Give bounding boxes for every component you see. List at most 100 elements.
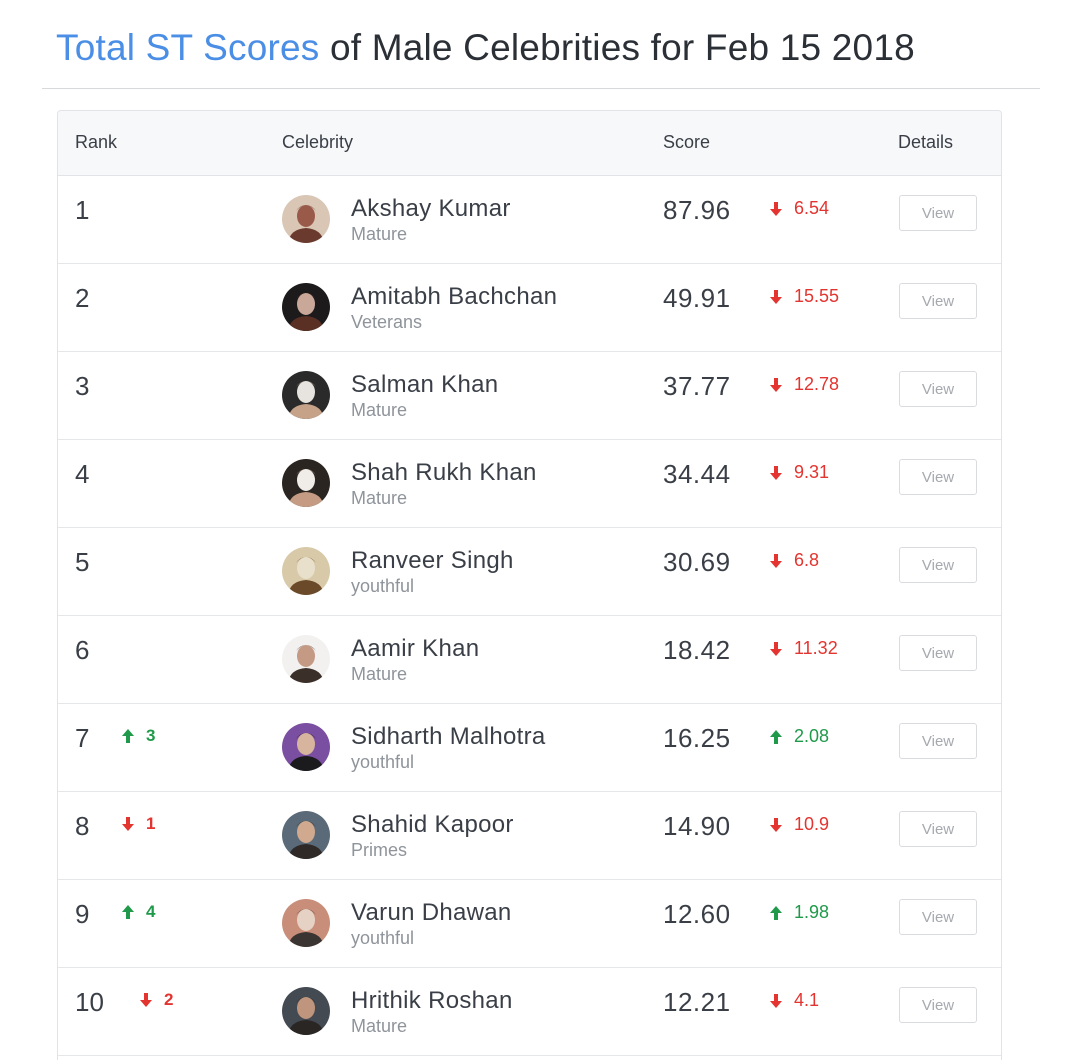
- celebrity-category: Mature: [351, 1016, 408, 1036]
- celebrity-name: Amitabh Bachchan: [351, 283, 558, 310]
- celebrity-name: Sidharth Malhotra: [351, 723, 546, 750]
- score-change-value: 2.08: [794, 726, 830, 746]
- table-row: 1 Akshay Kumar Mature 87.96 6.54 View: [58, 176, 1001, 264]
- rank-number: 5: [75, 547, 90, 577]
- rank-change-value: 4: [146, 902, 156, 921]
- rank-number: 9: [75, 899, 90, 929]
- rank-change: 4: [120, 902, 155, 922]
- arrow-down-icon: [768, 817, 784, 833]
- view-details-button[interactable]: View: [899, 195, 977, 231]
- score-value: 14.90: [663, 811, 731, 841]
- column-header-celebrity: Celebrity: [282, 132, 354, 152]
- view-details-button[interactable]: View: [899, 547, 977, 583]
- view-details-button[interactable]: View: [899, 899, 977, 935]
- score-change: 9.31: [768, 462, 829, 483]
- rank-number: 7: [75, 723, 90, 753]
- score-change-value: 11.32: [794, 638, 838, 658]
- view-details-button[interactable]: View: [899, 283, 977, 319]
- arrow-down-icon: [120, 816, 136, 832]
- view-details-button[interactable]: View: [899, 723, 977, 759]
- view-details-button[interactable]: View: [899, 371, 977, 407]
- arrow-up-icon: [120, 904, 136, 920]
- avatar: [282, 195, 330, 243]
- avatar: [282, 987, 330, 1035]
- table-row: 8 1 Shahid Kapoor Primes 14.90 10.9 View: [58, 792, 1001, 880]
- rank-number: 1: [75, 195, 90, 225]
- score-value: 30.69: [663, 547, 731, 577]
- score-change: 10.9: [768, 814, 829, 835]
- avatar: [282, 371, 330, 419]
- celebrity-category: Mature: [351, 400, 408, 420]
- rank-change: 1: [120, 814, 155, 834]
- avatar: [282, 811, 330, 859]
- rankings-table: Rank Celebrity Score Details 1 Akshay Kum…: [57, 110, 1002, 1060]
- score-change: 2.08: [768, 726, 829, 747]
- score-change-value: 9.31: [794, 462, 830, 482]
- view-details-button[interactable]: View: [899, 635, 977, 671]
- arrow-down-icon: [768, 377, 784, 393]
- avatar: [282, 283, 330, 331]
- column-header-details: Details: [898, 132, 954, 152]
- score-change-value: 10.9: [794, 814, 830, 834]
- celebrity-category: Mature: [351, 488, 408, 508]
- page-title-highlight: Total ST Scores: [56, 27, 320, 68]
- rank-number: 10: [75, 987, 104, 1017]
- title-divider: [42, 88, 1040, 89]
- rank-change-value: 1: [146, 814, 156, 833]
- celebrity-name: Akshay Kumar: [351, 195, 511, 222]
- table-row: 5 Ranveer Singh youthful 30.69 6.8 View: [58, 528, 1001, 616]
- score-change: 15.55: [768, 286, 839, 307]
- page-title-rest: of Male Celebrities for Feb 15 2018: [329, 27, 915, 68]
- table-row: 2 Amitabh Bachchan Veterans 49.91 15.55 View: [58, 264, 1001, 352]
- arrow-up-icon: [120, 728, 136, 744]
- view-details-button[interactable]: View: [899, 459, 977, 495]
- arrow-down-icon: [768, 201, 784, 217]
- celebrity-name: Shahid Kapoor: [351, 811, 514, 838]
- score-change-value: 4.1: [794, 990, 820, 1010]
- avatar: [282, 899, 330, 947]
- score-change-value: 6.54: [794, 198, 830, 218]
- score-value: 49.91: [663, 283, 731, 313]
- score-value: 18.42: [663, 635, 731, 665]
- table-body: 1 Akshay Kumar Mature 87.96 6.54 View 2 Amitabh…: [58, 176, 1001, 1056]
- table-header: Rank Celebrity Score Details: [58, 111, 1001, 176]
- score-change: 6.8: [768, 550, 819, 571]
- table-row: 10 2 Hrithik Roshan Mature 12.21 4.1 View: [58, 968, 1001, 1056]
- view-details-button[interactable]: View: [899, 811, 977, 847]
- score-change-value: 1.98: [794, 902, 830, 922]
- score-change: 1.98: [768, 902, 829, 923]
- score-change-value: 6.8: [794, 550, 820, 570]
- rank-number: 3: [75, 371, 90, 401]
- rank-number: 4: [75, 459, 90, 489]
- table-row: 7 3 Sidharth Malhotra youthful 16.25 2.08 View: [58, 704, 1001, 792]
- celebrity-name: Aamir Khan: [351, 635, 480, 662]
- score-value: 34.44: [663, 459, 731, 489]
- avatar: [282, 723, 330, 771]
- celebrity-category: Mature: [351, 224, 408, 244]
- score-value: 37.77: [663, 371, 731, 401]
- rank-change: 3: [120, 726, 155, 746]
- avatar: [282, 547, 330, 595]
- column-header-score: Score: [663, 132, 711, 152]
- score-change: 12.78: [768, 374, 839, 395]
- celebrity-category: youthful: [351, 576, 415, 596]
- score-change: 11.32: [768, 638, 838, 659]
- score-change-value: 12.78: [794, 374, 840, 394]
- rank-change: 2: [138, 990, 173, 1010]
- view-details-button[interactable]: View: [899, 987, 977, 1023]
- celebrity-category: Mature: [351, 664, 408, 684]
- score-value: 16.25: [663, 723, 731, 753]
- celebrity-category: Veterans: [351, 312, 423, 332]
- celebrity-category: youthful: [351, 928, 415, 948]
- score-change-value: 15.55: [794, 286, 840, 306]
- celebrity-category: youthful: [351, 752, 415, 772]
- score-value: 12.60: [663, 899, 731, 929]
- score-change: 6.54: [768, 198, 829, 219]
- arrow-down-icon: [768, 289, 784, 305]
- celebrity-name: Ranveer Singh: [351, 547, 514, 574]
- column-header-rank: Rank: [75, 132, 118, 152]
- arrow-up-icon: [768, 729, 784, 745]
- arrow-down-icon: [768, 465, 784, 481]
- arrow-down-icon: [768, 553, 784, 569]
